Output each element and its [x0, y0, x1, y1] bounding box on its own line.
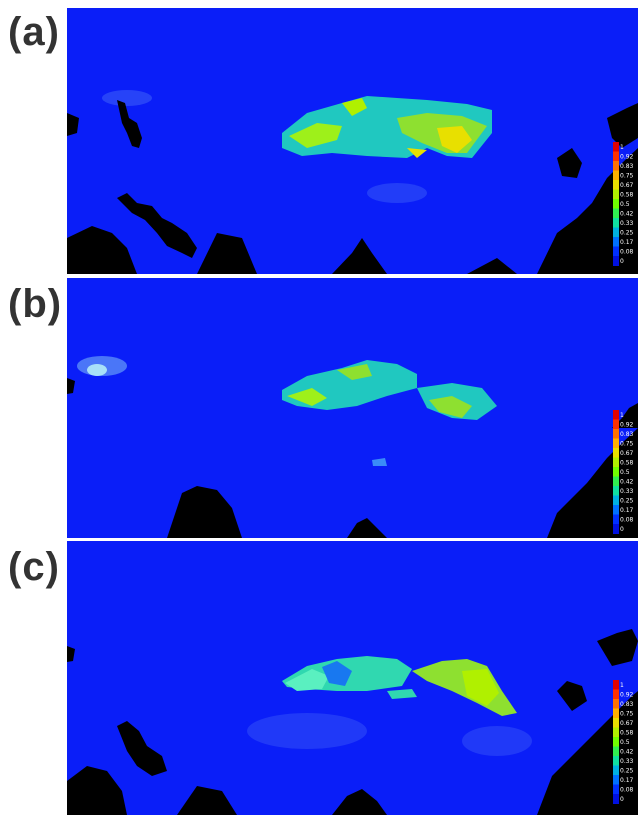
- legend-tick-label: 0.25: [620, 230, 633, 237]
- legend-tick-label: 0.75: [620, 173, 633, 180]
- legend-swatch: [613, 410, 619, 420]
- legend-tick-label: 0.92: [620, 692, 633, 699]
- legend-tick-label: 0: [620, 796, 624, 803]
- legend-tick-label: 1: [620, 412, 624, 419]
- legend-swatch: [613, 419, 619, 430]
- legend-tick-label: 1: [620, 682, 624, 689]
- legend-tick-label: 0.75: [620, 711, 633, 718]
- panel-label-a: (a): [8, 10, 60, 54]
- legend-tick-label: 0.92: [620, 154, 633, 161]
- legend-tick-label: 0.58: [620, 730, 633, 737]
- legend-swatch: [613, 218, 619, 228]
- legend-tick-label: 0.83: [620, 163, 633, 170]
- legend-a: 1 0.92 0.83 0.75 0.67 0.58 0.5 0.42 0.33 0.25 0.17…: [613, 142, 633, 266]
- legend-b: 1 0.92 0.83 0.75 0.67 0.58 0.5 0.42 0.33 0.25 0.17…: [613, 410, 633, 534]
- suitability-map-b: [67, 278, 638, 538]
- legend-swatch: [613, 505, 619, 515]
- legend-swatch: [613, 208, 619, 219]
- legend-swatch: [613, 737, 619, 747]
- legend-swatch: [613, 746, 619, 757]
- legend-swatch: [613, 699, 619, 709]
- legend-tick-label: 0.58: [620, 192, 633, 199]
- map-panel-b: [67, 278, 638, 538]
- legend-swatch: [613, 486, 619, 496]
- legend-tick-label: 0.08: [620, 787, 633, 794]
- legend-tick-label: 0: [620, 526, 624, 533]
- legend-swatch: [613, 708, 619, 719]
- panel-label-b: (b): [8, 282, 63, 326]
- legend-tick-label: 0.83: [620, 701, 633, 708]
- legend-tick-label: 0.25: [620, 498, 633, 505]
- legend-tick-label: 1: [620, 144, 624, 151]
- legend-tick-label: 0.42: [620, 749, 633, 756]
- legend-swatches-b: 1 0.92 0.83 0.75 0.67 0.58 0.5 0.42 0.33 0.25 0.17…: [613, 410, 633, 534]
- legend-swatch: [613, 727, 619, 738]
- legend-swatch: [613, 170, 619, 181]
- legend-tick-label: 0.25: [620, 768, 633, 775]
- legend-swatch: [613, 467, 619, 477]
- legend-tick-label: 0.67: [620, 720, 633, 727]
- legend-swatch: [613, 457, 619, 468]
- legend-swatch: [613, 429, 619, 439]
- panel-label-c: (c): [8, 545, 60, 589]
- legend-swatch: [613, 227, 619, 238]
- map-panel-a: [67, 8, 638, 274]
- legend-tick-label: 0.08: [620, 249, 633, 256]
- legend-swatch: [613, 784, 619, 795]
- legend-swatch: [613, 689, 619, 700]
- suitability-map-c: [67, 541, 638, 815]
- legend-swatch: [613, 680, 619, 690]
- legend-tick-label: 0.5: [620, 469, 630, 476]
- legend-swatch: [613, 476, 619, 487]
- legend-swatch: [613, 775, 619, 785]
- legend-tick-label: 0.58: [620, 460, 633, 467]
- legend-swatch: [613, 189, 619, 200]
- legend-swatch: [613, 199, 619, 209]
- legend-swatch: [613, 142, 619, 152]
- suitability-map-a: [67, 8, 638, 274]
- legend-c: 1 0.92 0.83 0.75 0.67 0.58 0.5 0.42 0.33 0.25 0.17…: [613, 680, 633, 804]
- legend-tick-label: 0.33: [620, 758, 633, 765]
- legend-tick-label: 0.5: [620, 739, 630, 746]
- legend-tick-label: 0: [620, 258, 624, 265]
- legend-tick-label: 0.42: [620, 479, 633, 486]
- legend-swatch: [613, 495, 619, 506]
- map-panel-c: [67, 541, 638, 815]
- legend-tick-label: 0.17: [620, 777, 633, 784]
- legend-swatch: [613, 448, 619, 458]
- legend-tick-label: 0.67: [620, 450, 633, 457]
- legend-swatch: [613, 161, 619, 171]
- legend-swatch: [613, 514, 619, 525]
- legend-swatches-c: 1 0.92 0.83 0.75 0.67 0.58 0.5 0.42 0.33 0.25 0.17…: [613, 680, 633, 804]
- legend-tick-label: 0.67: [620, 182, 633, 189]
- legend-tick-label: 0.08: [620, 517, 633, 524]
- legend-swatch: [613, 794, 619, 804]
- legend-tick-label: 0.92: [620, 422, 633, 429]
- legend-swatch: [613, 438, 619, 449]
- legend-swatch: [613, 237, 619, 247]
- legend-tick-label: 0.33: [620, 488, 633, 495]
- legend-tick-label: 0.17: [620, 239, 633, 246]
- legend-swatch: [613, 256, 619, 266]
- legend-swatch: [613, 180, 619, 190]
- legend-swatch: [613, 524, 619, 534]
- legend-tick-label: 0.5: [620, 201, 630, 208]
- legend-swatch: [613, 246, 619, 257]
- legend-swatch: [613, 765, 619, 776]
- legend-swatch: [613, 756, 619, 766]
- legend-tick-label: 0.83: [620, 431, 633, 438]
- legend-tick-label: 0.75: [620, 441, 633, 448]
- legend-swatches-a: 1 0.92 0.83 0.75 0.67 0.58 0.5 0.42 0.33 0.25 0.17…: [613, 142, 633, 266]
- legend-tick-label: 0.33: [620, 220, 633, 227]
- legend-swatch: [613, 718, 619, 728]
- legend-swatch: [613, 151, 619, 162]
- legend-tick-label: 0.42: [620, 211, 633, 218]
- legend-tick-label: 0.17: [620, 507, 633, 514]
